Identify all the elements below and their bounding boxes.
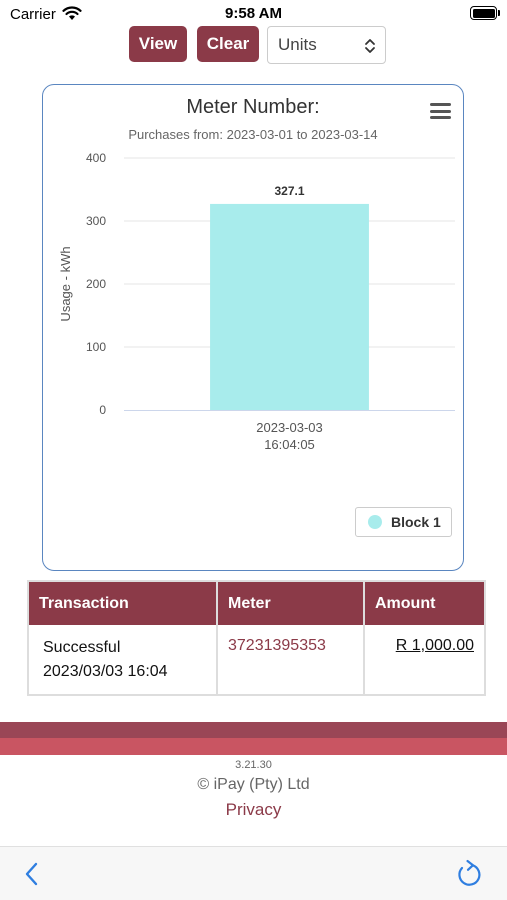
footer-bar-light [0, 738, 507, 755]
units-select[interactable]: Units [267, 26, 386, 64]
y-tick-label: 0 [99, 403, 106, 417]
wifi-icon [62, 6, 82, 20]
usage-bar-chart: 0 100 200 300 400 Usage - kWh 327.1 2023-03-03 1… [58, 151, 455, 452]
back-icon[interactable] [22, 861, 42, 887]
meter-number: 37231395353 [228, 637, 326, 654]
view-button[interactable]: View [129, 26, 187, 62]
footer-bar-dark [0, 722, 507, 738]
battery-icon [470, 6, 500, 20]
chevron-up-down-icon [365, 39, 375, 53]
bottom-nav [0, 846, 507, 900]
column-header-meter: Meter [217, 581, 365, 625]
chart-title: Meter Number: [186, 96, 320, 118]
hamburger-menu-icon[interactable] [430, 103, 451, 119]
x-tick-label: 16:04:05 [264, 437, 315, 452]
column-header-amount: Amount [364, 581, 486, 625]
copyright-label: © iPay (Pty) Ltd [197, 776, 310, 793]
table-header-row: Transaction Meter Amount [28, 581, 486, 625]
version-label: 3.21.30 [235, 759, 272, 771]
legend-swatch [368, 515, 382, 529]
status-bar: Carrier 9:58 AM [0, 0, 507, 28]
toolbar: View Clear Units [0, 26, 507, 64]
amount-cell: R 1,000.00 [364, 625, 486, 695]
reload-icon[interactable] [455, 859, 483, 889]
units-select-value: Units [278, 35, 317, 54]
y-tick-label: 300 [86, 214, 106, 228]
x-tick-label: 2023-03-03 [256, 420, 323, 435]
meter-cell: 37231395353 [217, 625, 365, 695]
table-row[interactable]: Successful 2023/03/03 16:04 37231395353 … [28, 625, 486, 695]
usage-chart-panel: 0 100 200 300 400 Usage - kWh 327.1 2023-03-03 1… [42, 84, 464, 571]
chart-subtitle: Purchases from: 2023-03-01 to 2023-03-14 [128, 127, 378, 142]
bar-data-label: 327.1 [274, 184, 304, 198]
y-tick-label: 400 [86, 151, 106, 165]
column-header-transaction: Transaction [28, 581, 218, 625]
bar-block-1 [210, 203, 369, 410]
chart-legend[interactable]: Block 1 [355, 507, 452, 537]
clock-time: 9:58 AM [225, 5, 282, 22]
y-tick-label: 200 [86, 277, 106, 291]
transaction-datetime: 2023/03/03 16:04 [43, 663, 168, 680]
clear-button[interactable]: Clear [197, 26, 259, 62]
carrier-label: Carrier [10, 6, 56, 23]
y-tick-label: 100 [86, 340, 106, 354]
transactions-table: Transaction Meter Amount Successful 2023… [27, 580, 486, 696]
transaction-status: Successful [43, 639, 121, 656]
y-axis-label: Usage - kWh [58, 246, 73, 321]
legend-label-block-1: Block 1 [391, 514, 441, 530]
transaction-cell: Successful 2023/03/03 16:04 [28, 625, 218, 695]
amount-link[interactable]: R 1,000.00 [395, 637, 474, 654]
privacy-link[interactable]: Privacy [225, 800, 282, 819]
